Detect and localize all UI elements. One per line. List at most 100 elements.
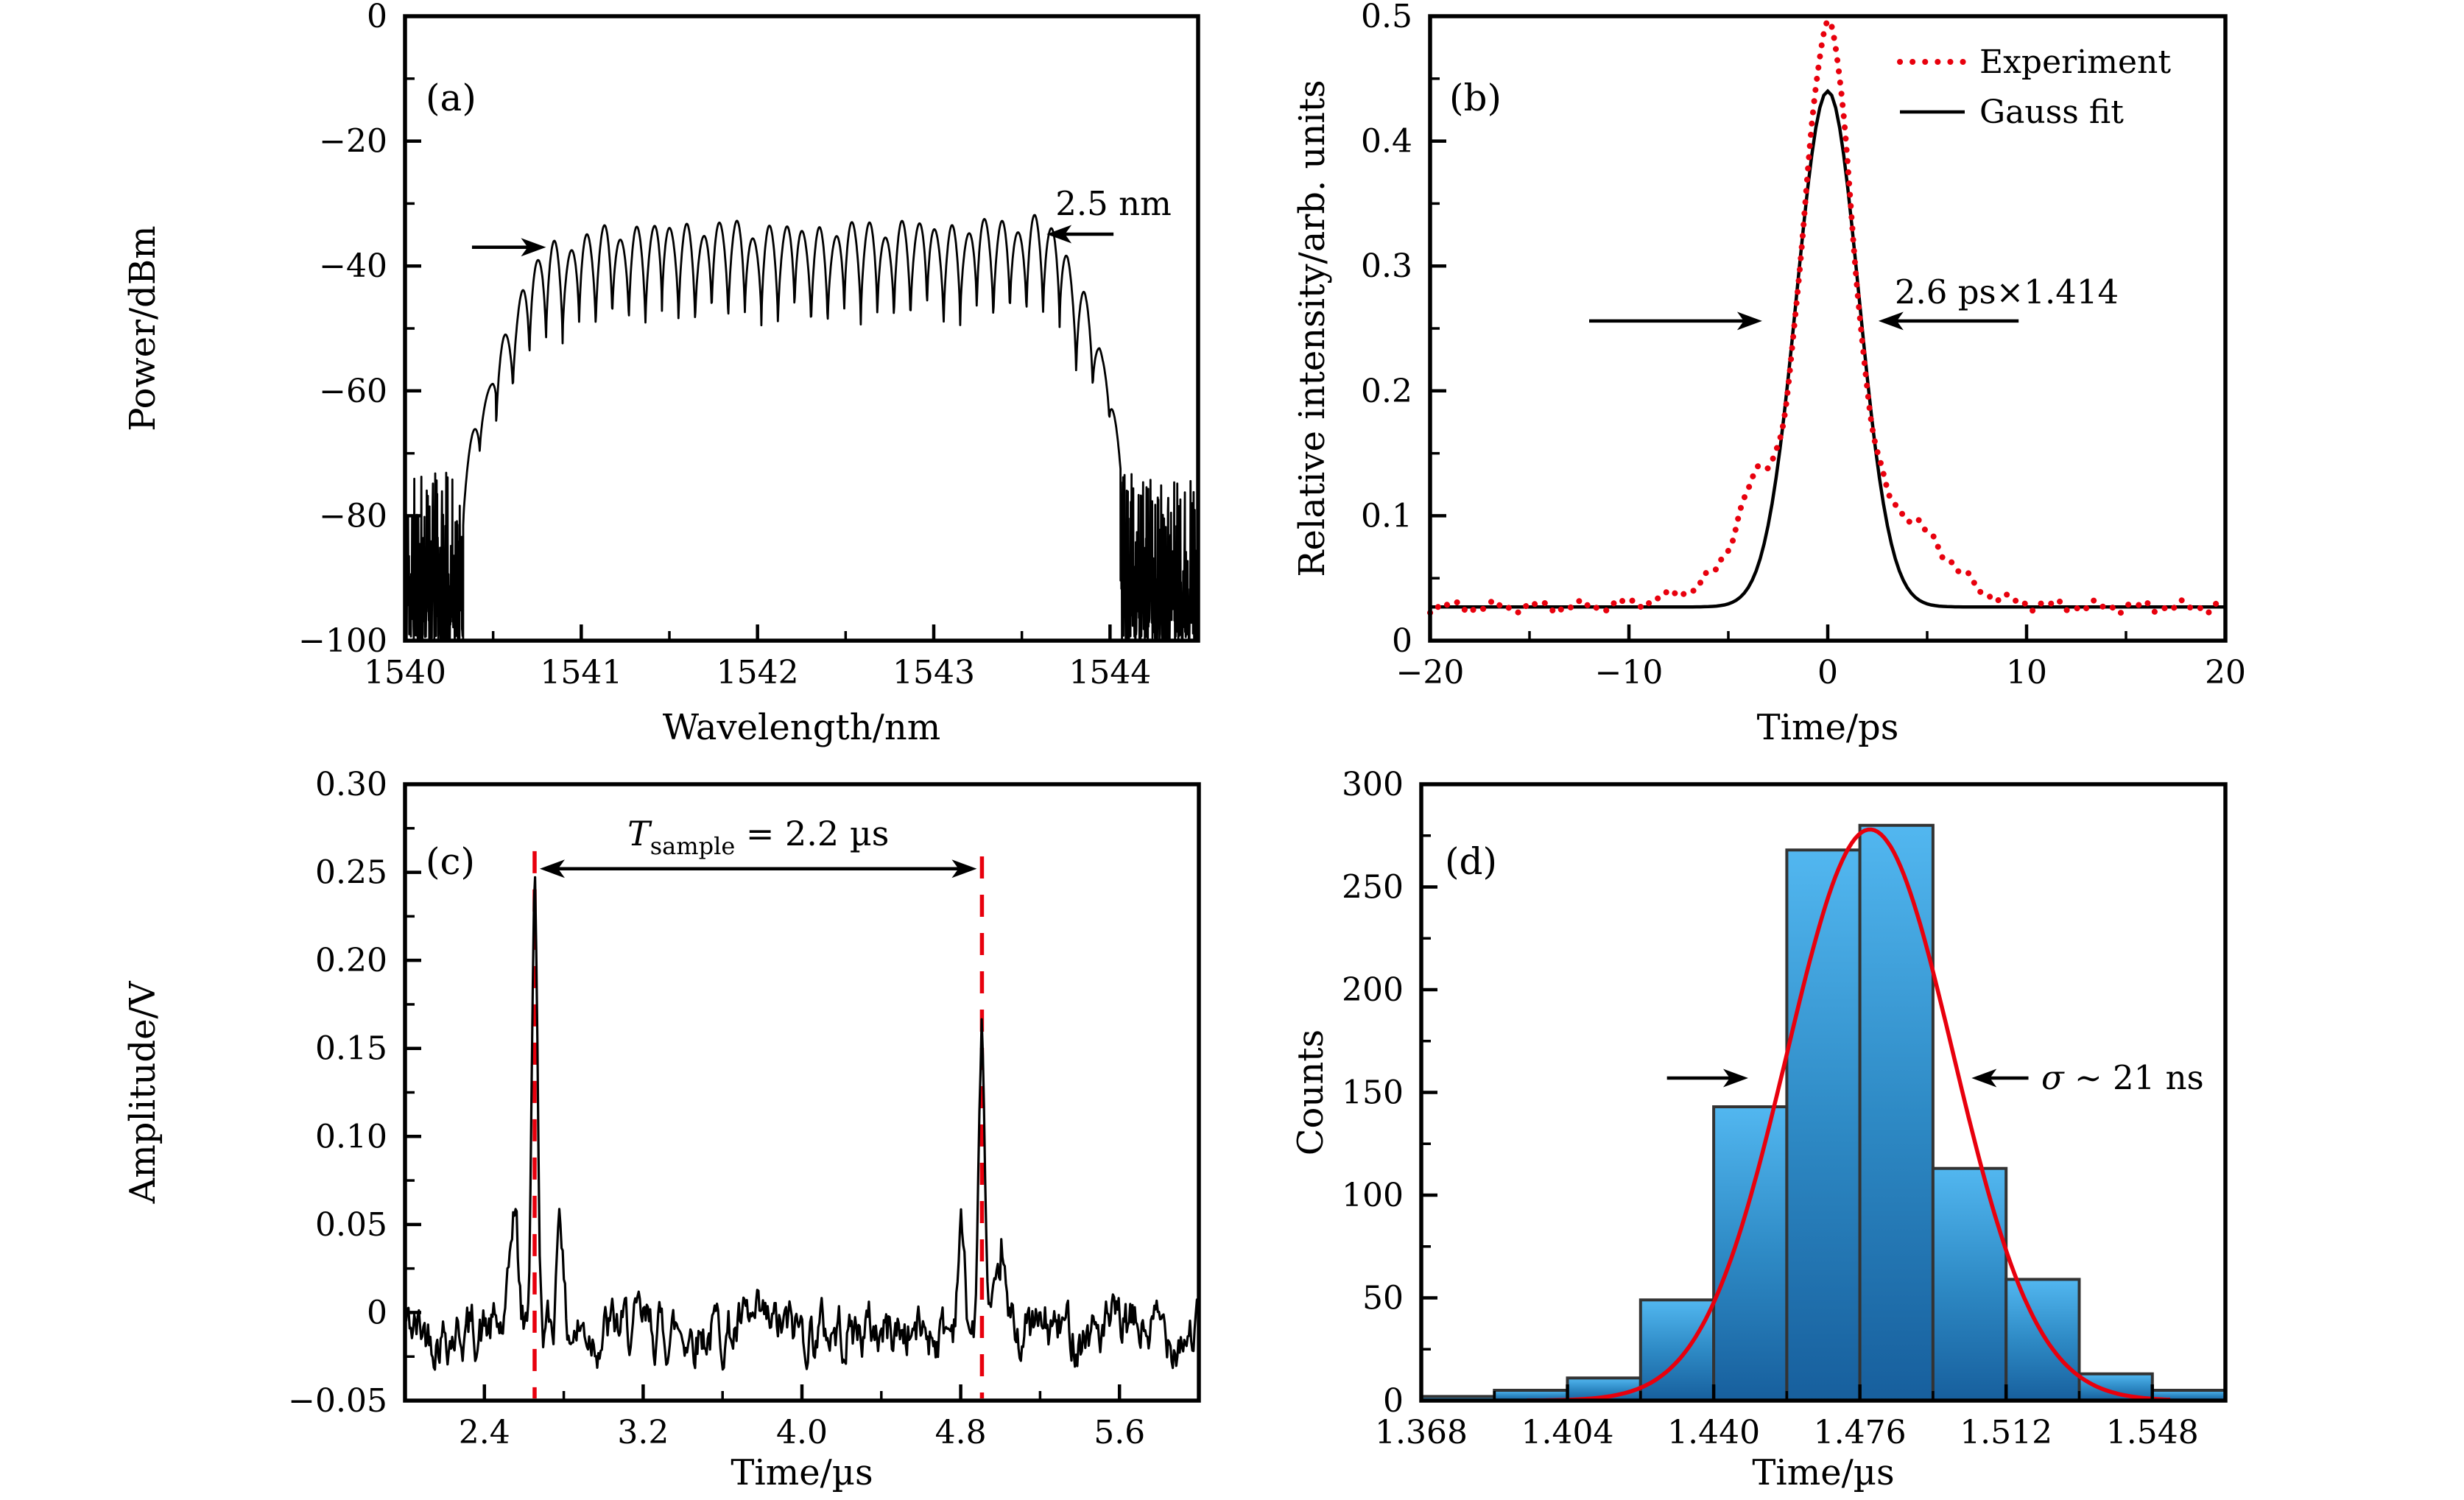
y-tick-label: 0.20 (315, 942, 387, 979)
bandwidth-left-arrow (471, 238, 546, 257)
y-tick-label: 200 (1342, 971, 1404, 1009)
axes: −20 −10 0 10 20 0 0.1 0.2 0.3 0.4 0.5 Time/ps Relati… (1292, 0, 2246, 748)
bandwidth-right-arrow (1046, 225, 1114, 244)
y-tick-label: 250 (1342, 869, 1404, 906)
y-axis-label: Power/dBm (122, 225, 163, 431)
axes: 1540 1541 1542 1543 1544 0 −20 −40 −60 −80 −100 Wav… (122, 0, 1200, 748)
spectrum-trace (404, 214, 1199, 642)
histogram-bar (1785, 848, 1862, 1403)
x-axis-label: Time/µs (731, 1452, 873, 1493)
axes-frame (1419, 782, 2228, 1403)
arrow-head (951, 859, 977, 878)
legend-label-gauss-fit: Gauss fit (1979, 94, 2124, 131)
y-tick-label: −0.05 (288, 1382, 387, 1420)
arrow-head (1971, 1068, 1997, 1088)
x-tick-label: 1542 (717, 654, 799, 691)
x-tick-label: 1.440 (1667, 1414, 1760, 1451)
oscilloscope-trace (404, 876, 1200, 1371)
y-tick-label: 0 (367, 1294, 387, 1331)
sigma-right-arrow (1971, 1068, 2029, 1088)
x-tick-label: 1.476 (1814, 1414, 1907, 1451)
x-tick-label: 4.8 (935, 1414, 987, 1451)
y-tick-label: 150 (1342, 1074, 1404, 1112)
panel-label: (d) (1445, 840, 1497, 883)
arrow-head (521, 238, 546, 257)
y-tick-label: 300 (1342, 766, 1404, 803)
axes-frame (1428, 14, 2228, 643)
panel-b-autocorrelation: Experiment Gauss fit 2.6 ps×1.414 −20 −10 0 10… (1292, 0, 2246, 748)
x-axis-label: Time/µs (1752, 1452, 1894, 1493)
arrow-head (1722, 1068, 1748, 1088)
panel-d-timing-histogram: σ ∼ 21 ns 1.368 1.404 1.440 1.476 1.512 1.548 0… (1290, 766, 2228, 1493)
x-tick-label: 1541 (540, 654, 622, 691)
ticks (403, 14, 1112, 643)
axes-frame (403, 782, 1201, 1403)
y-tick-label: 100 (1342, 1177, 1404, 1214)
y-tick-label: 0.15 (315, 1030, 387, 1068)
sample-period-arrow (539, 859, 977, 878)
y-tick-label: −60 (319, 373, 387, 410)
axes: 2.4 3.2 4.0 4.8 5.6 0.30 0.25 0.20 0.15 0.10 0.05 0… (122, 766, 1201, 1493)
x-tick-label: 2.4 (459, 1414, 510, 1451)
x-tick-label: 10 (2006, 654, 2047, 691)
x-axis-label: Wavelength/nm (663, 707, 941, 748)
y-tick-label: 0.1 (1361, 497, 1412, 535)
bandwidth-annotation: 2.5 nm (1055, 184, 1172, 223)
sigma-annotation: σ ∼ 21 ns (2041, 1058, 2204, 1097)
legend: Experiment Gauss fit (1897, 43, 2171, 131)
arrow-head (1878, 311, 1904, 331)
y-tick-label: 0 (367, 0, 387, 35)
x-tick-label: 20 (2205, 654, 2246, 691)
arrow-head (1046, 225, 1072, 244)
axes-frame (403, 14, 1200, 643)
y-tick-label: 0.5 (1361, 0, 1412, 35)
y-tick-label: 0 (1383, 1382, 1404, 1420)
pulse-width-right-arrow (1878, 311, 2019, 331)
x-tick-label: 0 (1817, 654, 1838, 691)
y-tick-label: 50 (1362, 1280, 1404, 1317)
y-axis-label: Relative intensity/arb. units (1292, 80, 1333, 577)
y-tick-label: −100 (298, 622, 387, 660)
experiment-dotted-curve (1427, 17, 2228, 617)
y-tick-label: 0.30 (315, 766, 387, 803)
x-tick-label: 1.512 (1960, 1414, 2052, 1451)
y-tick-label: 0.2 (1361, 373, 1412, 410)
x-tick-label: −20 (1396, 654, 1465, 691)
y-tick-label: 0.3 (1361, 247, 1412, 285)
y-tick-label: 0.10 (315, 1118, 387, 1155)
y-axis-label: Amplitude/V (122, 980, 163, 1204)
pulse-width-left-arrow (1589, 311, 1762, 331)
sigma-left-arrow (1666, 1068, 1748, 1088)
legend-label-experiment: Experiment (1979, 43, 2171, 81)
panel-c-pulse-train: Tsample = 2.2 µs 2.4 3.2 4.0 4.8 5.6 0.30 0.25 0… (122, 766, 1201, 1493)
x-tick-label: 3.2 (617, 1414, 669, 1451)
gauss-fit-curve (1430, 88, 2225, 609)
x-tick-label: 1.404 (1521, 1414, 1614, 1451)
histogram-bar (1858, 823, 1935, 1403)
gauss-envelope-curve (1527, 827, 2171, 1403)
panel-a-optical-spectrum: 2.5 nm 1540 1541 1542 1543 1544 0 −20 −40 −60 −80 −… (122, 0, 1200, 748)
x-tick-label: 1.368 (1375, 1414, 1468, 1451)
pulse-width-annotation: 2.6 ps×1.414 (1895, 272, 2119, 311)
y-tick-label: 0.4 (1361, 123, 1412, 161)
y-tick-label: 0.25 (315, 854, 387, 892)
x-tick-label: 5.6 (1094, 1414, 1145, 1451)
histogram-bar (2004, 1278, 2081, 1403)
panel-label: (a) (426, 77, 476, 119)
x-tick-label: 1543 (893, 654, 975, 691)
histogram-bar (1638, 1298, 1716, 1403)
y-tick-label: 0.05 (315, 1206, 387, 1244)
x-tick-label: 1540 (364, 654, 446, 691)
arrow-head (1736, 311, 1762, 331)
arrow-head (539, 859, 565, 878)
sample-period-annotation: Tsample = 2.2 µs (627, 814, 889, 860)
x-tick-label: −10 (1595, 654, 1664, 691)
x-tick-label: 1544 (1069, 654, 1151, 691)
y-tick-label: 0 (1392, 622, 1412, 660)
histogram-bar (1931, 1166, 2008, 1402)
panel-label: (c) (426, 840, 475, 883)
y-axis-label: Counts (1290, 1029, 1331, 1155)
x-axis-label: Time/ps (1757, 707, 1899, 748)
